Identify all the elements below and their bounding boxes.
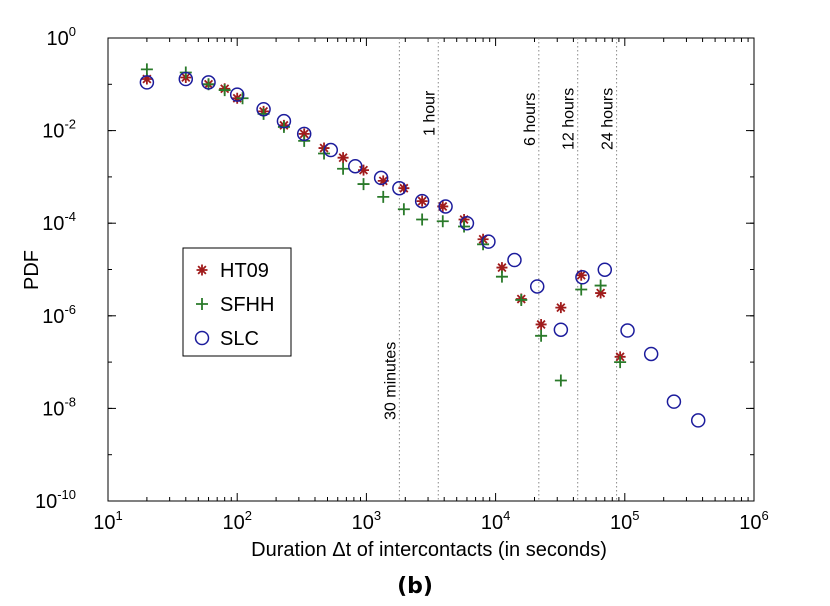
data-point-ht09 — [575, 269, 587, 281]
y-tick-label: 10-4 — [42, 209, 76, 235]
data-point-sfhh — [416, 213, 429, 226]
data-point-sfhh — [614, 356, 627, 369]
x-tick-label: 104 — [481, 508, 510, 534]
reference-line-label: 12 hours — [561, 88, 578, 150]
data-point-slc — [256, 101, 271, 117]
data-point-ht09 — [437, 200, 449, 212]
y-tick-label: 10-8 — [42, 394, 76, 420]
y-tick-label: 10-2 — [42, 117, 76, 143]
data-point-slc — [666, 394, 682, 409]
data-point-sfhh — [436, 215, 449, 228]
x-axis-ticks: 101 102 103 104 105 106 — [93, 38, 769, 534]
y-tick-label: 10-6 — [42, 302, 76, 328]
legend-label-ht09: HT09 — [220, 260, 269, 282]
data-point-ht09 — [358, 164, 370, 176]
data-point-slc — [597, 262, 613, 277]
legend-marker-sfhh — [196, 298, 208, 310]
data-point-ht09 — [496, 262, 508, 274]
data-point-ht09 — [416, 195, 428, 207]
data-series — [139, 63, 706, 428]
data-point-slc — [139, 75, 155, 90]
data-point-slc — [575, 270, 590, 285]
data-point-ht09 — [398, 182, 410, 194]
data-point-slc — [201, 75, 216, 90]
data-point-sfhh — [377, 190, 390, 203]
data-point-ht09 — [298, 128, 310, 140]
y-tick-label: 100 — [47, 24, 76, 50]
data-point-sfhh — [218, 84, 231, 97]
data-point-sfhh — [337, 162, 350, 175]
data-point-slc — [690, 413, 706, 428]
data-point-ht09 — [377, 175, 389, 187]
data-point-sfhh — [535, 329, 548, 342]
data-point-ht09 — [555, 302, 567, 314]
x-tick-label: 101 — [93, 508, 122, 534]
data-point-sfhh — [515, 293, 528, 306]
data-point-sfhh — [397, 203, 410, 216]
legend-label-slc: SLC — [220, 328, 259, 350]
legend-marker-slc — [194, 330, 210, 346]
reference-line-label: 1 hour — [421, 90, 438, 136]
data-point-ht09 — [595, 287, 607, 299]
data-point-slc — [276, 113, 292, 129]
y-axis-ticks: 100 10-2 10-4 10-6 10-8 10-10 — [35, 24, 754, 513]
data-point-slc — [178, 71, 194, 87]
series-sfhh — [140, 63, 627, 387]
data-point-slc — [348, 158, 363, 174]
data-point-sfhh — [458, 220, 471, 233]
legend-box — [182, 247, 292, 357]
legend-label-sfhh: SFHH — [220, 294, 274, 316]
data-point-slc — [507, 252, 522, 268]
series-slc — [139, 71, 706, 428]
data-point-ht09 — [337, 152, 349, 164]
reference-lines: 30 minutes 1 hour 6 hours 12 hours 24 hours — [382, 38, 618, 501]
legend: HT09 SFHH SLC — [182, 247, 292, 357]
data-point-sfhh — [140, 63, 153, 76]
data-point-slc — [323, 142, 339, 158]
data-point-slc — [392, 180, 407, 196]
x-tick-label: 103 — [352, 508, 381, 534]
data-point-sfhh — [357, 178, 370, 191]
reference-line-label: 6 hours — [522, 93, 539, 146]
data-point-slc — [620, 323, 635, 338]
data-point-sfhh — [594, 279, 607, 292]
data-point-ht09 — [535, 318, 547, 330]
data-point-ht09 — [458, 214, 470, 226]
data-point-sfhh — [554, 374, 567, 387]
x-tick-label: 106 — [739, 508, 768, 534]
data-point-slc — [229, 87, 245, 102]
panel-label: (b) — [397, 574, 433, 599]
y-axis-label: PDF — [21, 250, 43, 290]
legend-marker-ht09 — [196, 264, 208, 276]
data-point-slc — [459, 215, 475, 231]
data-point-slc — [481, 234, 496, 249]
y-tick-label: 10-10 — [35, 487, 76, 513]
data-point-slc — [643, 346, 659, 362]
data-point-slc — [296, 126, 312, 142]
data-point-slc — [438, 199, 453, 214]
x-axis-label: Duration Δt of intercontacts (in seconds… — [251, 539, 607, 561]
data-point-slc — [553, 322, 569, 337]
data-point-sfhh — [495, 270, 508, 283]
data-point-slc — [373, 170, 389, 186]
x-tick-label: 105 — [610, 508, 639, 534]
data-point-sfhh — [575, 283, 588, 296]
x-tick-label: 102 — [222, 508, 251, 534]
reference-line-label: 30 minutes — [382, 342, 399, 420]
data-point-slc — [414, 193, 430, 209]
data-point-ht09 — [141, 73, 153, 85]
data-point-slc — [529, 279, 545, 294]
reference-line-label: 24 hours — [600, 88, 617, 150]
